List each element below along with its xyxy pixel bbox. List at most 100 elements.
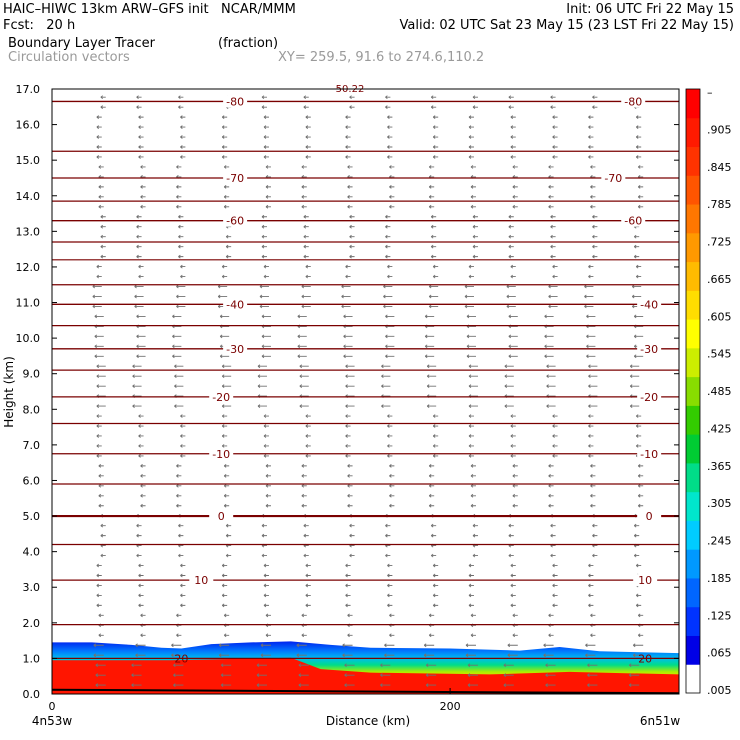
- contour-label-bg: [621, 214, 646, 227]
- circulation-vector: [430, 523, 437, 528]
- circulation-vector: [345, 384, 355, 389]
- circulation-vector: [98, 185, 104, 189]
- y-tick-label: 4.0: [23, 546, 41, 559]
- circulation-vector: [349, 244, 355, 249]
- colorbar-segment: [686, 606, 700, 636]
- circulation-vector: [385, 214, 391, 219]
- circulation-vector: [180, 454, 186, 458]
- circulation-vector: [432, 563, 439, 568]
- circulation-vector: [510, 264, 516, 269]
- circulation-vector: [508, 523, 514, 528]
- circulation-vector: [635, 264, 642, 269]
- circulation-vector: [305, 444, 311, 448]
- circulation-vector: [140, 473, 146, 478]
- colorbar-segment: [686, 232, 700, 263]
- circulation-vector: [588, 454, 594, 458]
- circulation-vector: [140, 194, 146, 199]
- circulation-vector: [507, 643, 518, 648]
- circulation-vector: [261, 234, 267, 239]
- circulation-vector: [385, 244, 391, 249]
- circulation-vector: [428, 284, 439, 289]
- circulation-vector: [98, 473, 104, 478]
- circulation-vector: [138, 454, 144, 458]
- colorbar-segment: [686, 319, 700, 349]
- circulation-vector: [432, 135, 439, 139]
- circulation-vector: [100, 105, 106, 110]
- field-name: Boundary Layer Tracer: [8, 36, 155, 51]
- circulation-vector: [176, 473, 182, 478]
- circulation-vector: [178, 523, 184, 528]
- circulation-vector: [428, 294, 439, 299]
- circulation-vector: [140, 165, 146, 169]
- circulation-vector: [265, 503, 271, 508]
- circulation-vector: [138, 563, 144, 568]
- circulation-vector: [345, 563, 351, 568]
- colorbar-label: .065: [707, 647, 732, 660]
- circulation-vector: [349, 105, 355, 110]
- circulation-vector: [221, 583, 228, 588]
- circulation-vector: [633, 553, 640, 558]
- contour-label: 0: [218, 510, 225, 523]
- plot-frame: [51, 88, 680, 695]
- circulation-vector: [470, 464, 476, 468]
- circulation-vector: [347, 483, 353, 488]
- colorbar-label: .845: [707, 161, 732, 174]
- circulation-vector: [343, 344, 353, 349]
- circulation-vector: [223, 473, 230, 478]
- circulation-vector: [221, 573, 228, 578]
- circulation-vector: [303, 214, 309, 219]
- circulation-vector: [138, 145, 144, 149]
- circulation-vector: [510, 135, 516, 139]
- circulation-vector: [550, 214, 556, 219]
- circulation-vector: [633, 354, 644, 359]
- contour-label: -80: [624, 95, 642, 108]
- circulation-vector: [468, 264, 474, 269]
- circulation-vector: [508, 105, 514, 110]
- circulation-vector: [261, 533, 267, 538]
- circulation-vector: [545, 683, 556, 687]
- circulation-vector: [223, 493, 230, 498]
- circulation-vector: [303, 533, 309, 538]
- circulation-vector: [586, 314, 596, 319]
- circulation-vector: [466, 354, 476, 359]
- circulation-vector: [140, 613, 146, 618]
- circulation-vector: [221, 424, 228, 428]
- colorbar-label: .485: [707, 385, 732, 398]
- circulation-vector: [424, 314, 435, 319]
- circulation-vector: [628, 663, 640, 668]
- circulation-vector: [180, 603, 186, 608]
- circulation-vector: [389, 503, 395, 508]
- circulation-vector: [347, 464, 353, 468]
- circulation-vector: [588, 404, 598, 408]
- circulation-vector: [426, 384, 437, 389]
- circulation-vector: [134, 284, 144, 289]
- circulation-vector: [301, 473, 307, 478]
- contour-label: 10: [638, 574, 652, 587]
- circulation-vector: [176, 483, 182, 488]
- circulation-vector: [432, 125, 439, 129]
- y-tick-label: 8.0: [23, 403, 41, 416]
- circulation-vector: [432, 444, 439, 448]
- circulation-vector: [256, 673, 267, 677]
- circulation-vector: [342, 653, 353, 658]
- circulation-vector: [385, 314, 395, 319]
- circulation-vector: [176, 493, 182, 498]
- header-forecast-hour: Fcst: 20 h: [3, 18, 76, 33]
- circulation-vector: [95, 663, 106, 668]
- circulation-vector: [180, 593, 186, 598]
- terrain-line: [51, 688, 680, 695]
- circulation-vector: [512, 503, 518, 508]
- circulation-vector: [178, 533, 184, 538]
- circulation-vector: [225, 533, 232, 538]
- circulation-vector: [389, 165, 395, 169]
- circulation-vector: [508, 244, 514, 249]
- circulation-vector: [544, 344, 554, 349]
- y-tick-label: 12.0: [16, 261, 41, 274]
- circulation-vector: [301, 464, 307, 468]
- circulation-vector: [138, 424, 144, 428]
- circulation-vector: [548, 204, 554, 209]
- circulation-vector: [96, 444, 102, 448]
- circulation-vector: [425, 663, 437, 668]
- circulation-vector: [635, 414, 642, 418]
- circulation-vector: [261, 95, 267, 100]
